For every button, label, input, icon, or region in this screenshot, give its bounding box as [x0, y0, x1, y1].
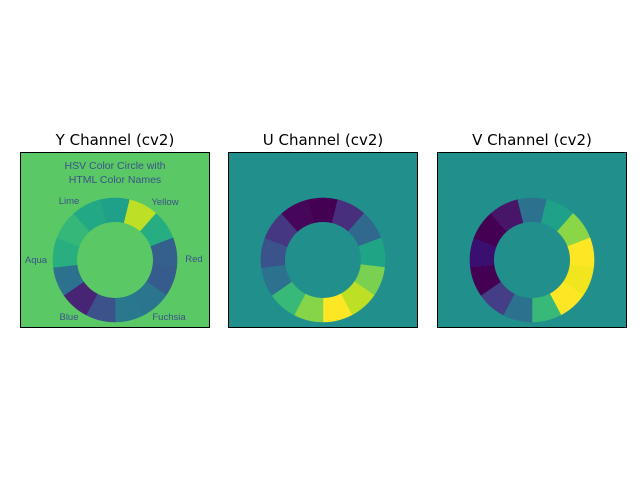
u-channel-title: U Channel (cv2)	[262, 131, 384, 149]
u-channel-image	[228, 152, 418, 328]
label-red: Red	[185, 254, 202, 265]
v-channel-image	[437, 152, 627, 328]
y-caption-line-2: HTML Color Names	[69, 174, 161, 186]
label-lime: Lime	[59, 196, 80, 207]
y-center	[77, 222, 153, 298]
y-channel-image: HSV Color Circle with HTML Color Names L…	[20, 152, 210, 328]
y-channel-panel: Y Channel (cv2) HSV Color Circle with HT…	[20, 130, 210, 328]
y-channel-wheel: HSV Color Circle with HTML Color Names L…	[21, 153, 209, 327]
u-channel-panel: U Channel (cv2)	[228, 130, 418, 328]
v-channel-title: V Channel (cv2)	[472, 131, 592, 149]
v-ring	[469, 197, 595, 323]
u-channel-wheel	[229, 153, 417, 327]
label-fuchsia: Fuchsia	[152, 312, 186, 323]
v-channel-wheel	[438, 153, 626, 327]
label-blue: Blue	[59, 312, 78, 323]
v-channel-panel: V Channel (cv2)	[437, 130, 627, 328]
label-yellow: Yellow	[151, 197, 178, 208]
u-center	[285, 222, 361, 298]
label-aqua: Aqua	[25, 255, 48, 266]
y-channel-title: Y Channel (cv2)	[55, 131, 175, 149]
v-center	[494, 222, 570, 298]
y-caption-line-1: HSV Color Circle with	[65, 160, 166, 172]
